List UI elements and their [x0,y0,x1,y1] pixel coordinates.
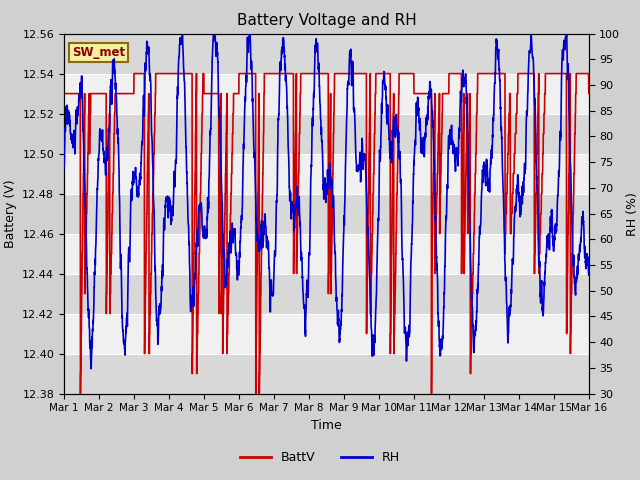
X-axis label: Time: Time [311,419,342,432]
Bar [64,313,589,354]
Y-axis label: Battery (V): Battery (V) [4,180,17,248]
Bar [64,154,589,193]
Title: Battery Voltage and RH: Battery Voltage and RH [237,13,416,28]
Text: SW_met: SW_met [72,46,125,59]
Legend: BattV, RH: BattV, RH [235,446,405,469]
Bar [64,234,589,274]
Bar [64,73,589,114]
Y-axis label: RH (%): RH (%) [626,192,639,236]
